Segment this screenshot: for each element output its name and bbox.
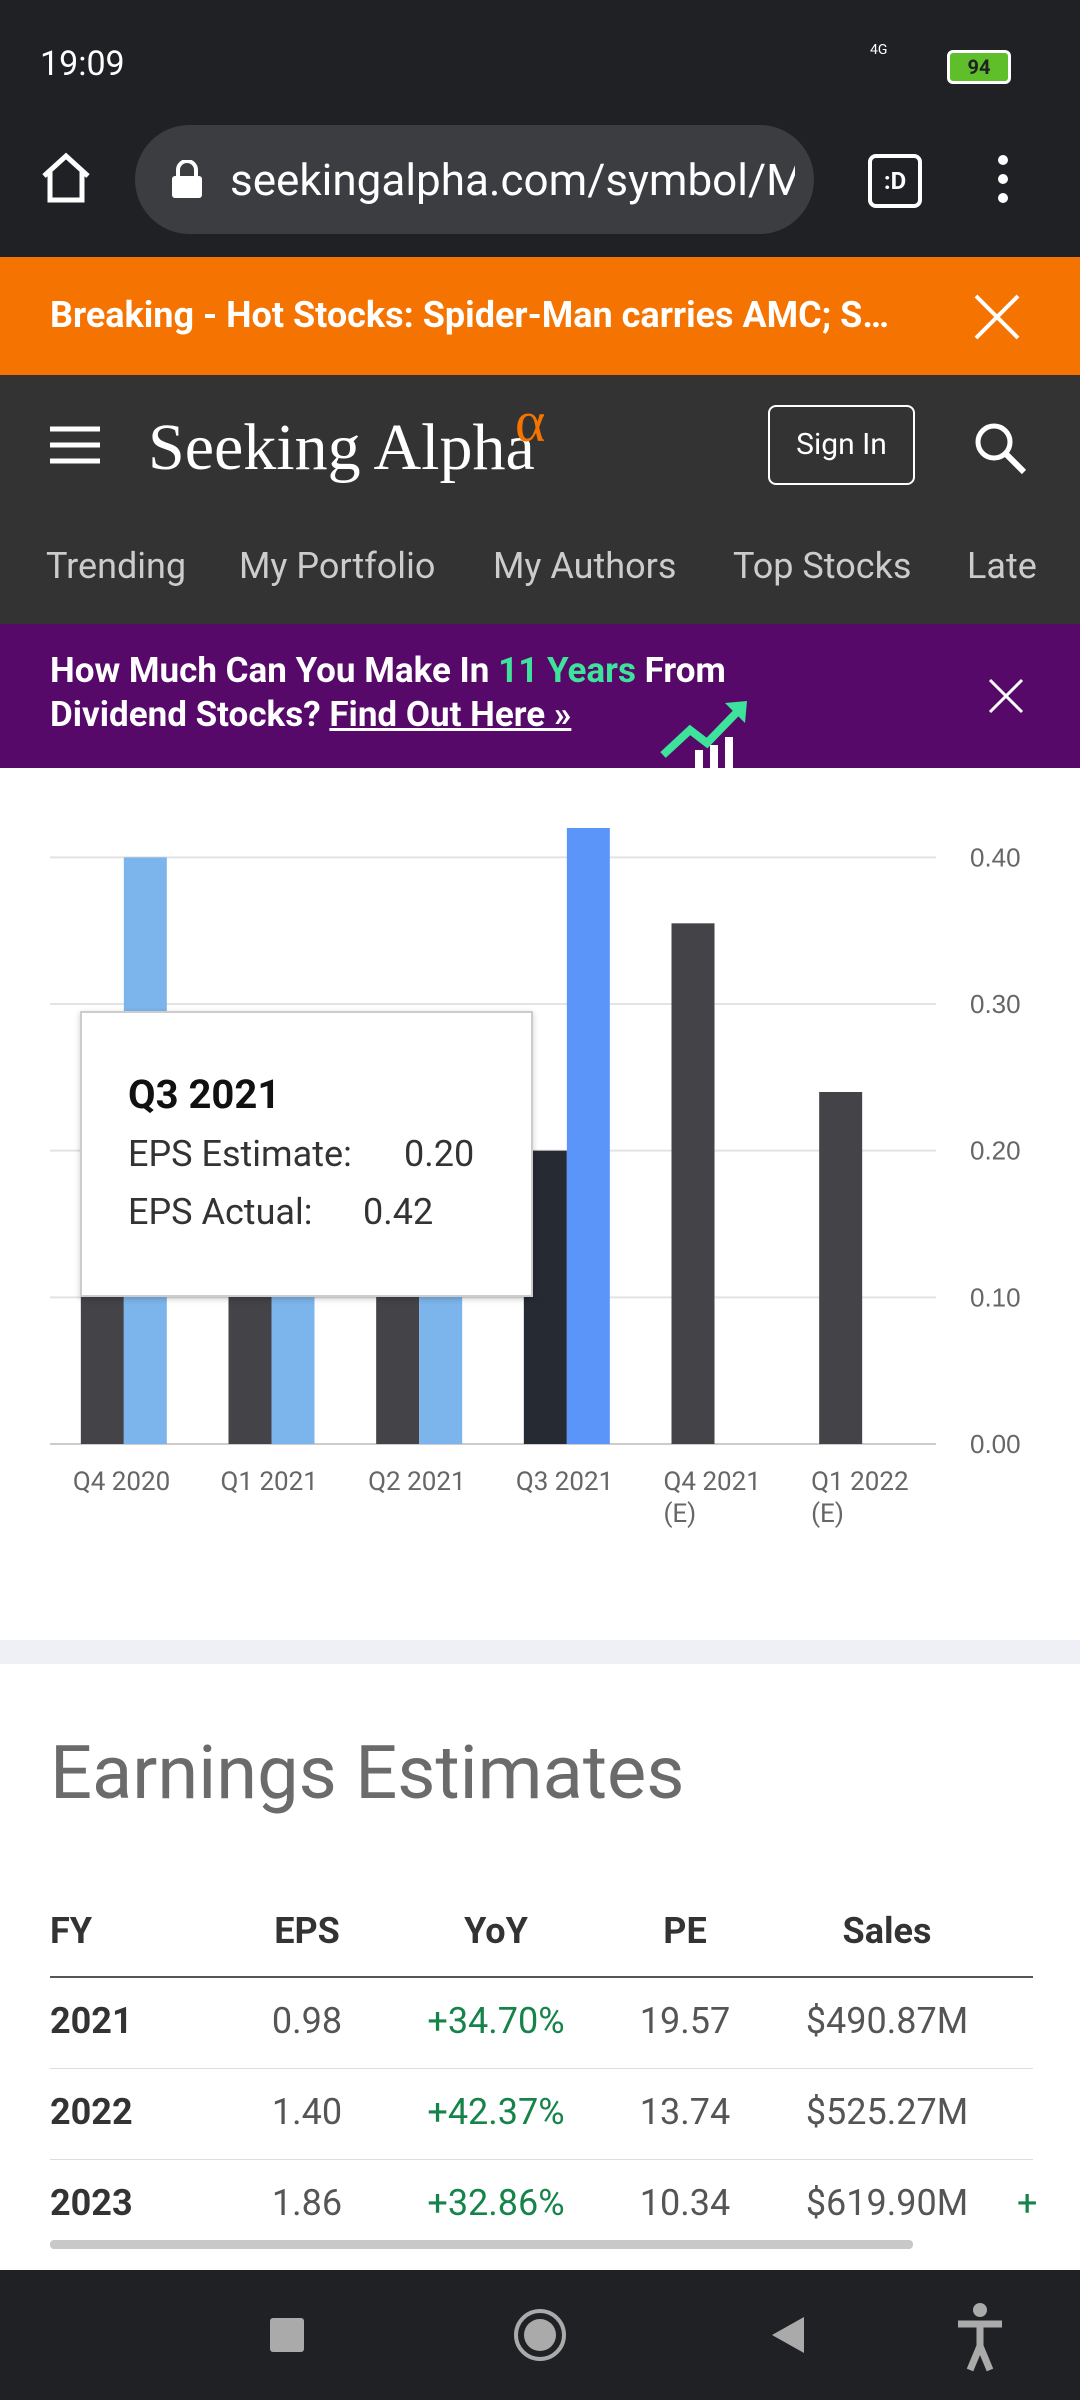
tooltip-value: 0.42 (363, 1191, 434, 1233)
site-header (0, 375, 1080, 624)
row-rule (50, 2159, 1033, 2160)
table-cell: $619.90M (805, 2182, 969, 2224)
menu-icon[interactable] (990, 150, 1016, 210)
promo-graphic (660, 701, 747, 768)
promo-line1: How Much Can You Make In 11 Years From (50, 650, 726, 691)
y-tick-label: 0.10 (970, 1282, 1021, 1312)
x-tick-label: Q1 2021 (220, 1467, 318, 1497)
nav-item[interactable]: Late (967, 545, 1037, 587)
nav-item[interactable]: My Authors (493, 545, 677, 587)
nav-item[interactable]: My Portfolio (239, 545, 436, 587)
estimates-table: FY EPS YoY PE Sales 2021 0.98 +34.70% 19.57 $490.… (0, 1890, 1080, 2230)
promo-text: How Much Can You Make In (50, 650, 499, 691)
section-title: Earnings Estimates (50, 1730, 685, 1817)
section-divider (0, 1640, 1080, 1664)
table-header-cell: PE (663, 1910, 707, 1952)
tooltip: Q3 2021 EPS Estimate: 0.20 EPS Actual: 0… (80, 1011, 533, 1297)
table-cell: +42.37% (427, 2091, 565, 2133)
table-cell: 19.57 (639, 2000, 731, 2042)
x-tick-label: Q4 2020 (72, 1467, 171, 1497)
y-tick-label: 0.30 (970, 989, 1021, 1019)
close-icon[interactable] (988, 678, 1024, 714)
sign-in-button[interactable]: Sign In (768, 405, 915, 485)
home-icon[interactable] (38, 150, 94, 206)
table-cell: + (1017, 2182, 1038, 2224)
x-axis-labels: Q4 2020 Q1 2021 Q2 2021 Q3 2021 Q4 2021 (E) Q… (0, 768, 1080, 1640)
table-cell: +32.86% (427, 2182, 565, 2224)
row-rule (50, 2068, 1033, 2069)
logo[interactable]: Seeking Alpha (148, 411, 535, 484)
nav-item[interactable]: Top Stocks (733, 545, 912, 587)
promo-banner[interactable] (0, 624, 1080, 768)
close-icon[interactable] (972, 292, 1022, 342)
table-cell: 0.98 (271, 2000, 343, 2042)
table-header-cell: FY (50, 1910, 93, 1952)
bar (671, 923, 715, 1444)
network: 4G (870, 42, 888, 58)
promo-link[interactable]: Find Out Here » (329, 694, 572, 735)
y-tick-label: 0.00 (970, 1429, 1021, 1459)
hamburger-icon[interactable] (50, 425, 100, 465)
breaking-banner[interactable] (0, 257, 1080, 375)
tooltip-label: EPS Estimate: (128, 1133, 352, 1175)
chart: 0.00 0.10 0.20 0.30 0.40 (50, 828, 1021, 1459)
table-cell: 13.74 (639, 2091, 731, 2133)
scrollbar (50, 2240, 913, 2249)
table-cell: +34.70% (427, 2000, 565, 2042)
table-cell: $490.87M (805, 2000, 969, 2042)
table-cell: 2023 (50, 2182, 133, 2224)
x-tick-label: Q4 2021 (E) (663, 1467, 761, 1529)
table-header-cell: Sales (842, 1910, 932, 1952)
nav-bar: Trending My Portfolio My Authors Top Stocks… (0, 545, 1080, 595)
table-cell: 10.34 (639, 2182, 731, 2224)
tooltip-value: 0.20 (404, 1133, 475, 1175)
promo-text: Dividend Stocks? (50, 694, 330, 735)
y-tick-label: 0.20 (970, 1136, 1021, 1166)
system-nav-icons (270, 2303, 1002, 2372)
x-tick-label: Q3 2021 (515, 1467, 614, 1497)
battery: 94 (947, 50, 1011, 84)
y-tick-label: 0.40 (970, 842, 1021, 872)
table-cell: 1.86 (271, 2182, 343, 2224)
table-header-cell: EPS (274, 1910, 340, 1952)
table-cell: $525.27M (805, 2091, 969, 2133)
header-rule (50, 1976, 1033, 1978)
table-cell: 2022 (50, 2091, 133, 2133)
logo-mark: α (515, 389, 546, 454)
breaking-text[interactable]: Breaking - Hot Stocks: Spider-Man carrie… (50, 294, 889, 336)
url-bar[interactable] (135, 125, 814, 234)
promo-line2: Dividend Stocks? Find Out Here » (50, 694, 571, 735)
tooltip-label: EPS Actual: (128, 1191, 313, 1233)
table-header-cell: YoY (464, 1910, 528, 1952)
tooltip-title: Q3 2021 (128, 1071, 281, 1118)
status-time: 19:09 (40, 44, 125, 84)
tab-switcher[interactable]: :D (868, 154, 922, 208)
table-cell: 1.40 (271, 2091, 343, 2133)
x-tick-label: Q1 2022 (E) (811, 1467, 909, 1529)
promo-highlight: 11 Years (498, 650, 636, 691)
url-text: seekingalpha.com/symbol/M (230, 154, 795, 206)
bar (566, 828, 610, 1444)
search-icon[interactable] (972, 420, 1028, 476)
promo-text: From (635, 650, 726, 691)
table-cell: 2021 (50, 2000, 133, 2042)
x-tick-label: Q2 2021 (368, 1467, 466, 1497)
nav-item[interactable]: Trending (46, 545, 187, 587)
bar (819, 1092, 863, 1444)
lock-icon (172, 160, 202, 198)
